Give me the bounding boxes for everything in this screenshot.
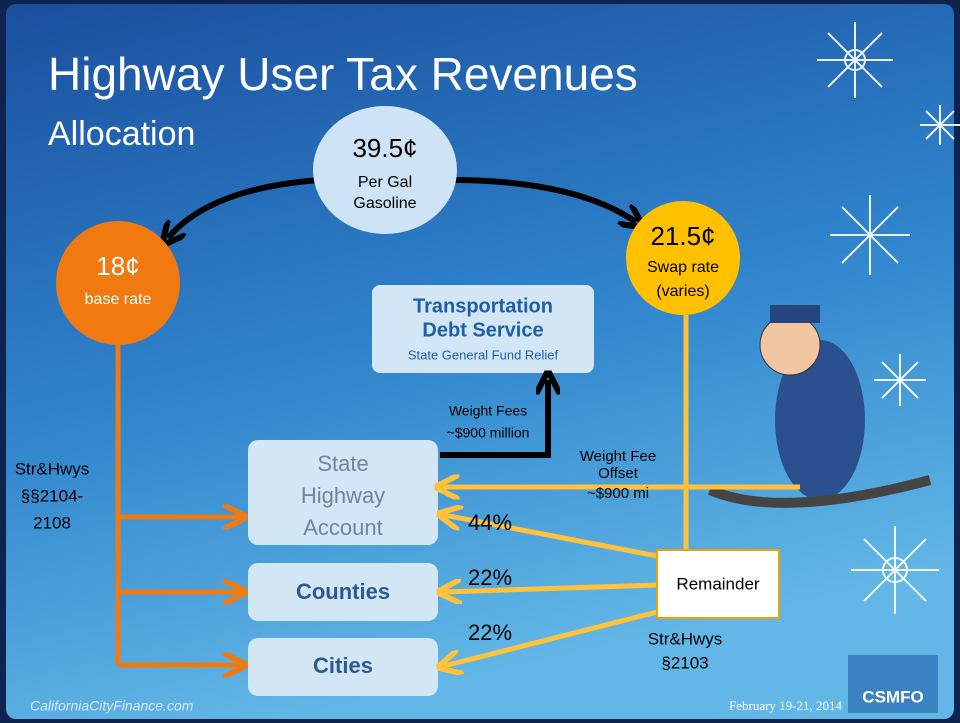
title: Highway User Tax Revenues <box>48 48 638 100</box>
page: {"header": {"title": "Highway User Tax R… <box>0 0 960 723</box>
swap-label: Swap rate <box>647 259 719 276</box>
share-label: 22% <box>468 565 512 590</box>
debt-subtitle: State General Fund Relief <box>408 347 559 362</box>
share-label: 44% <box>468 510 512 535</box>
weight-fees: ~$900 million <box>447 425 530 441</box>
sha-label: State <box>317 451 368 476</box>
slide: Highway User Tax Revenues Allocation 39.… <box>0 0 960 723</box>
source-circle <box>313 106 457 234</box>
footer-site: CaliforniaCityFinance.com <box>30 698 194 714</box>
base-circle <box>56 221 180 345</box>
remainder-label: Remainder <box>676 574 759 593</box>
base-rate: 18¢ <box>96 251 139 281</box>
footer-date: February 19-21, 2014 <box>729 698 843 713</box>
source-label: Per Gal <box>358 174 412 191</box>
code-label: §2103 <box>661 653 708 672</box>
source-label: Gasoline <box>353 195 416 212</box>
code-label: Str&Hwys <box>15 459 90 478</box>
code-label: Str&Hwys <box>648 629 723 648</box>
subtitle: Allocation <box>48 115 195 153</box>
counties-label: Counties <box>296 579 390 604</box>
swap-label: (varies) <box>656 283 709 300</box>
weight-fees: Weight Fees <box>449 403 527 419</box>
sha-label: Highway <box>301 483 385 508</box>
source-rate: 39.5¢ <box>352 133 417 163</box>
debt-title: Debt Service <box>422 319 543 341</box>
code-label: §§2104- <box>21 486 83 505</box>
logo: CSMFO <box>862 687 923 706</box>
share-label: 22% <box>468 620 512 645</box>
swap-rate: 21.5¢ <box>650 221 715 251</box>
debt-title: Transportation <box>413 295 553 317</box>
offset-label: Offset <box>598 465 639 482</box>
sha-label: Account <box>303 515 383 540</box>
code-label: 2108 <box>33 513 71 532</box>
offset-label: Weight Fee <box>580 448 656 465</box>
offset-label: ~$900 mi <box>587 485 649 502</box>
cities-label: Cities <box>313 653 373 678</box>
base-label: base rate <box>85 291 152 308</box>
